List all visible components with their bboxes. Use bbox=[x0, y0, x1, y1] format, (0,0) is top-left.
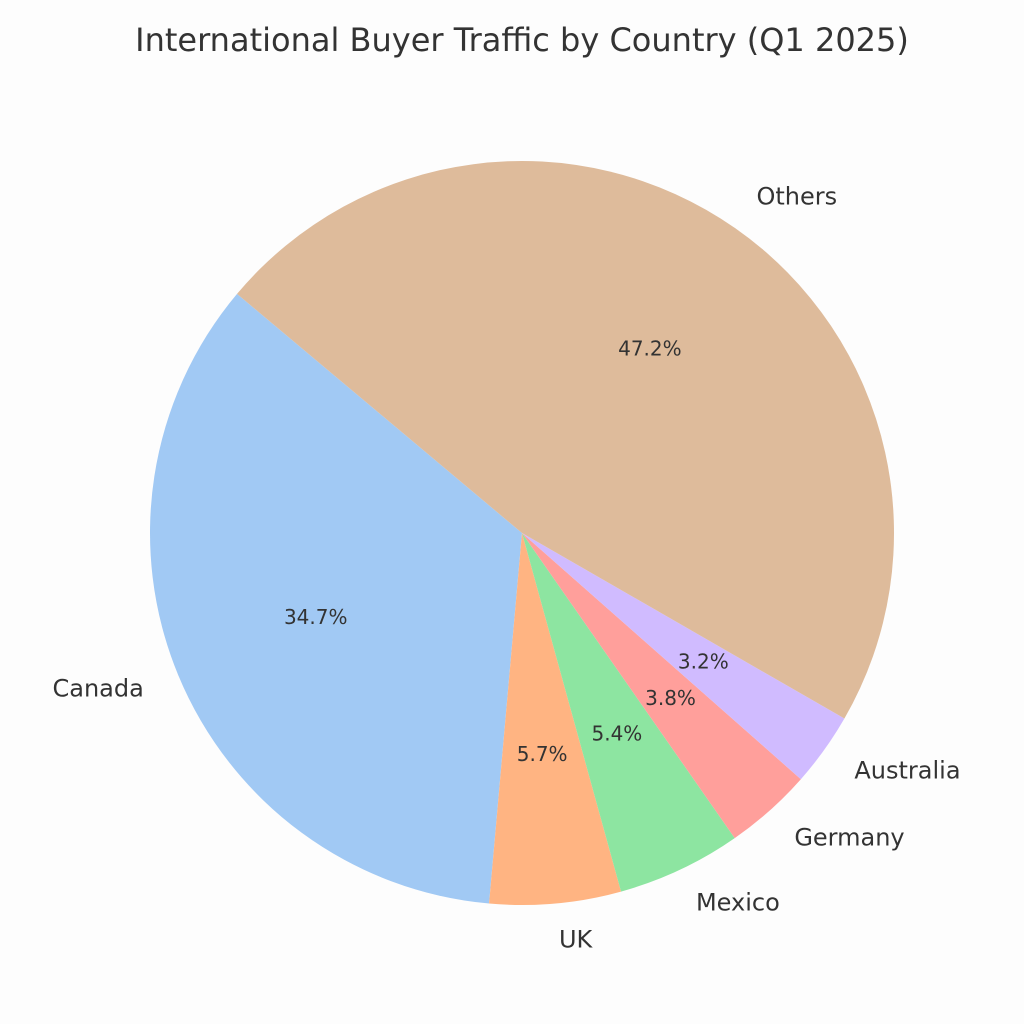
pie-slice bbox=[489, 533, 622, 905]
pie-slice bbox=[237, 160, 894, 719]
slice-percent: 47.2% bbox=[618, 337, 682, 361]
slice-percent: 5.4% bbox=[591, 722, 642, 746]
pie-slice bbox=[522, 533, 801, 839]
pie-slice bbox=[149, 293, 523, 904]
slice-label: Germany bbox=[794, 823, 904, 851]
slice-label: Mexico bbox=[696, 888, 780, 916]
slice-percent: 34.7% bbox=[284, 605, 348, 629]
slice-label: UK bbox=[559, 926, 594, 954]
pie-slice bbox=[522, 533, 845, 780]
slice-label: Others bbox=[756, 183, 837, 211]
pie-slice bbox=[522, 533, 735, 892]
chart-title: International Buyer Traffic by Country (… bbox=[135, 21, 909, 59]
slice-label: Australia bbox=[854, 757, 960, 785]
slice-percent: 3.8% bbox=[645, 686, 696, 710]
slice-percent: 3.2% bbox=[678, 650, 729, 674]
slice-label: Canada bbox=[53, 674, 144, 702]
slice-percent: 5.7% bbox=[517, 742, 568, 766]
